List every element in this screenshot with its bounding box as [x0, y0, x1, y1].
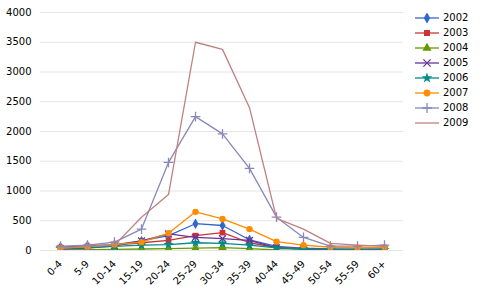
svg-text:3500: 3500	[6, 36, 31, 47]
svg-text:55-59: 55-59	[333, 258, 361, 286]
svg-text:4000: 4000	[6, 7, 31, 18]
html-text:2007: 2007	[443, 87, 469, 98]
svg-text:3000: 3000	[6, 66, 31, 77]
html-text:2003: 2003	[443, 27, 469, 38]
svg-text:10-14: 10-14	[90, 258, 118, 286]
svg-text:20-24: 20-24	[144, 258, 172, 286]
html-text:2008: 2008	[443, 102, 469, 113]
svg-text:2500: 2500	[6, 96, 31, 107]
svg-text:60+: 60+	[365, 258, 388, 281]
svg-text:500: 500	[12, 215, 31, 226]
svg-text:35-39: 35-39	[225, 258, 253, 286]
svg-text:50-54: 50-54	[306, 258, 334, 286]
svg-text:15-19: 15-19	[117, 258, 145, 286]
html-text:2009: 2009	[443, 117, 469, 128]
svg-text:0-4: 0-4	[45, 258, 64, 277]
svg-text:0: 0	[25, 245, 31, 256]
html-text:2006: 2006	[443, 72, 469, 83]
svg-text:40-44: 40-44	[252, 258, 280, 286]
svg-text:5-9: 5-9	[72, 258, 91, 277]
html-text:2005: 2005	[443, 57, 469, 68]
svg-text:45-49: 45-49	[279, 258, 307, 286]
svg-text:1000: 1000	[6, 185, 31, 196]
svg-text:30-34: 30-34	[198, 258, 226, 286]
svg-text:1500: 1500	[6, 155, 31, 166]
html-text:2004: 2004	[443, 42, 469, 53]
html-text:2002: 2002	[443, 12, 469, 23]
svg-text:25-29: 25-29	[171, 258, 199, 286]
svg-text:2000: 2000	[6, 126, 31, 137]
